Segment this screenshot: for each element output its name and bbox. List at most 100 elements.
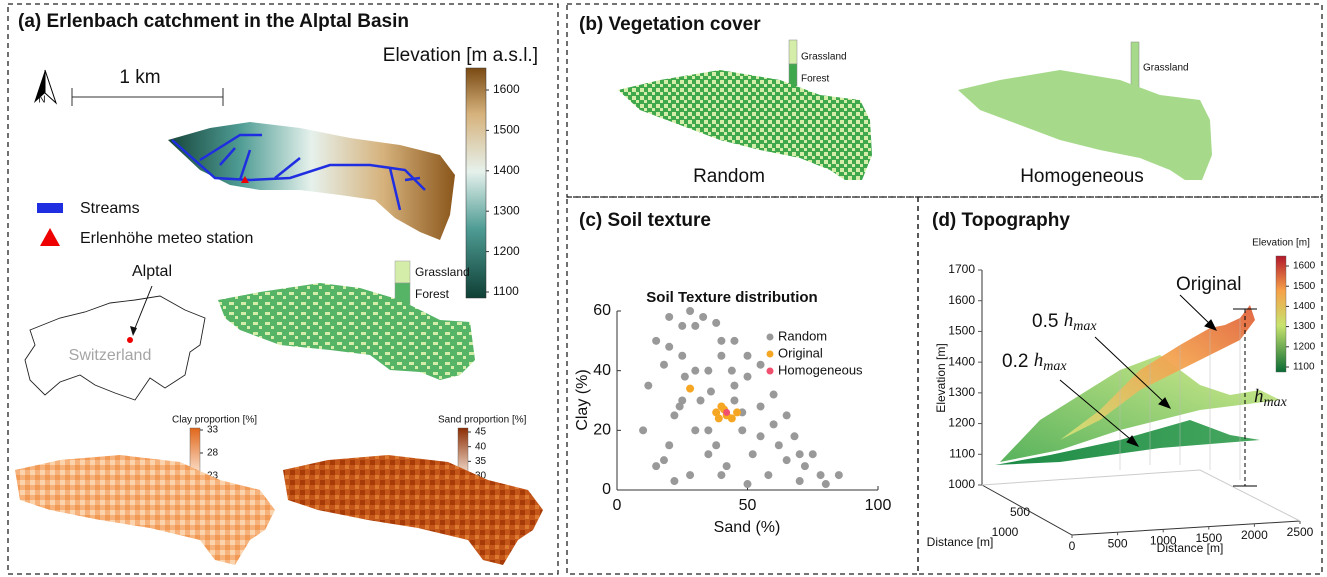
colorbar-title: Elevation [m a.s.l.] xyxy=(383,45,538,66)
pointer xyxy=(132,285,153,334)
annotation: 0.2 hmax xyxy=(1002,350,1067,374)
point xyxy=(639,426,648,435)
point xyxy=(691,366,700,375)
x-tick-label: 1000 xyxy=(1150,534,1177,548)
legend-swatch xyxy=(40,228,60,246)
y-axis-label: Distance [m] xyxy=(927,535,994,549)
point xyxy=(696,396,705,405)
point xyxy=(756,432,765,441)
annotation: max xyxy=(1073,319,1097,334)
x-axis-label: Distance [m] xyxy=(1157,541,1224,555)
panel-title: (b) Vegetation cover xyxy=(579,14,761,35)
chart-title: Soil Texture distribution xyxy=(646,289,817,306)
point xyxy=(748,450,757,459)
z-tick-label: 1300 xyxy=(948,385,975,399)
point xyxy=(808,450,817,459)
annotation: hmax xyxy=(1254,386,1288,410)
point xyxy=(717,471,726,480)
map-caption: Homogeneous xyxy=(1020,166,1144,187)
legend-swatch xyxy=(394,260,411,284)
panel-frame xyxy=(566,3,1323,198)
point xyxy=(670,477,679,486)
annotation: h xyxy=(1254,386,1264,407)
point xyxy=(730,381,739,390)
legend-swatch xyxy=(766,350,774,358)
alptal-marker xyxy=(127,337,133,343)
colorbar-tick-label: 45 xyxy=(475,427,487,438)
y-tick-label: 60 xyxy=(593,302,611,319)
legend-label: Streams xyxy=(80,200,140,217)
colorbar-tick-label: 1200 xyxy=(1293,341,1316,352)
point xyxy=(727,366,736,375)
surface-05 xyxy=(1000,355,1280,462)
colorbar-tick-label: 33 xyxy=(207,425,219,436)
point xyxy=(834,471,843,480)
point xyxy=(764,471,773,480)
colorbar-tick-label: 1100 xyxy=(1293,362,1315,373)
z-tick-label: 1200 xyxy=(948,416,975,430)
north-arrow xyxy=(44,69,58,105)
colorbar-tick-label: 1400 xyxy=(493,163,520,177)
point xyxy=(712,408,721,417)
annotation: 0.5 xyxy=(1032,311,1058,332)
z-tick-label: 1000 xyxy=(948,477,975,491)
point xyxy=(675,402,684,411)
point xyxy=(730,336,739,345)
elevation-map xyxy=(168,122,455,240)
point xyxy=(782,456,791,465)
legend-label: Original xyxy=(778,345,823,360)
pointer xyxy=(130,326,137,336)
point xyxy=(659,360,668,369)
point xyxy=(678,351,687,360)
y-tick-label: 20 xyxy=(593,422,611,439)
inset-label: Alptal xyxy=(132,263,172,280)
clay-map xyxy=(15,455,275,565)
point xyxy=(706,387,715,396)
point xyxy=(774,441,783,450)
colorbar-tick-label: 1600 xyxy=(1293,261,1316,272)
annotation: max xyxy=(1043,359,1067,374)
point xyxy=(680,372,689,381)
point xyxy=(717,351,726,360)
point xyxy=(686,384,695,393)
point xyxy=(644,381,653,390)
point xyxy=(727,414,736,423)
y-tick-label: 1000 xyxy=(992,525,1019,539)
station-marker xyxy=(241,176,249,183)
point xyxy=(686,471,695,480)
point xyxy=(704,366,713,375)
point xyxy=(659,456,668,465)
point xyxy=(795,450,804,459)
legend-label: Random xyxy=(778,328,827,343)
point xyxy=(790,432,799,441)
point xyxy=(723,408,731,416)
pointer xyxy=(1059,294,1218,447)
colorbar xyxy=(465,67,487,299)
point xyxy=(665,441,674,450)
map-caption: Random xyxy=(693,166,765,187)
point xyxy=(769,390,778,399)
point xyxy=(691,426,700,435)
point xyxy=(816,471,825,480)
colorbar-tick-label: 28 xyxy=(207,448,219,459)
point xyxy=(678,396,687,405)
legend-label: Erlenhöhe meteo station xyxy=(80,230,253,247)
panel-b: (b) Vegetation cover Grassland Forest Ra… xyxy=(579,14,1212,187)
colorbar-tick-label: 1500 xyxy=(493,123,520,137)
surface-original xyxy=(1060,305,1255,440)
surface-hatch xyxy=(1119,318,1241,480)
y-tick-label: 40 xyxy=(593,362,611,379)
colorbar-tick-label: 1300 xyxy=(1293,321,1316,332)
vegetation-map xyxy=(958,70,1212,180)
z-tick-label: 1500 xyxy=(948,324,975,338)
colorbar-title: Clay proportion [%] xyxy=(172,415,257,426)
colorbar-tick-label: 35 xyxy=(475,456,487,467)
z-axis-label: Elevation [m] xyxy=(934,343,948,412)
point xyxy=(691,321,700,330)
x-tick-label: 2000 xyxy=(1241,528,1268,542)
point xyxy=(712,441,721,450)
legend-swatch xyxy=(1130,41,1140,91)
point xyxy=(756,360,765,369)
point xyxy=(733,408,742,417)
